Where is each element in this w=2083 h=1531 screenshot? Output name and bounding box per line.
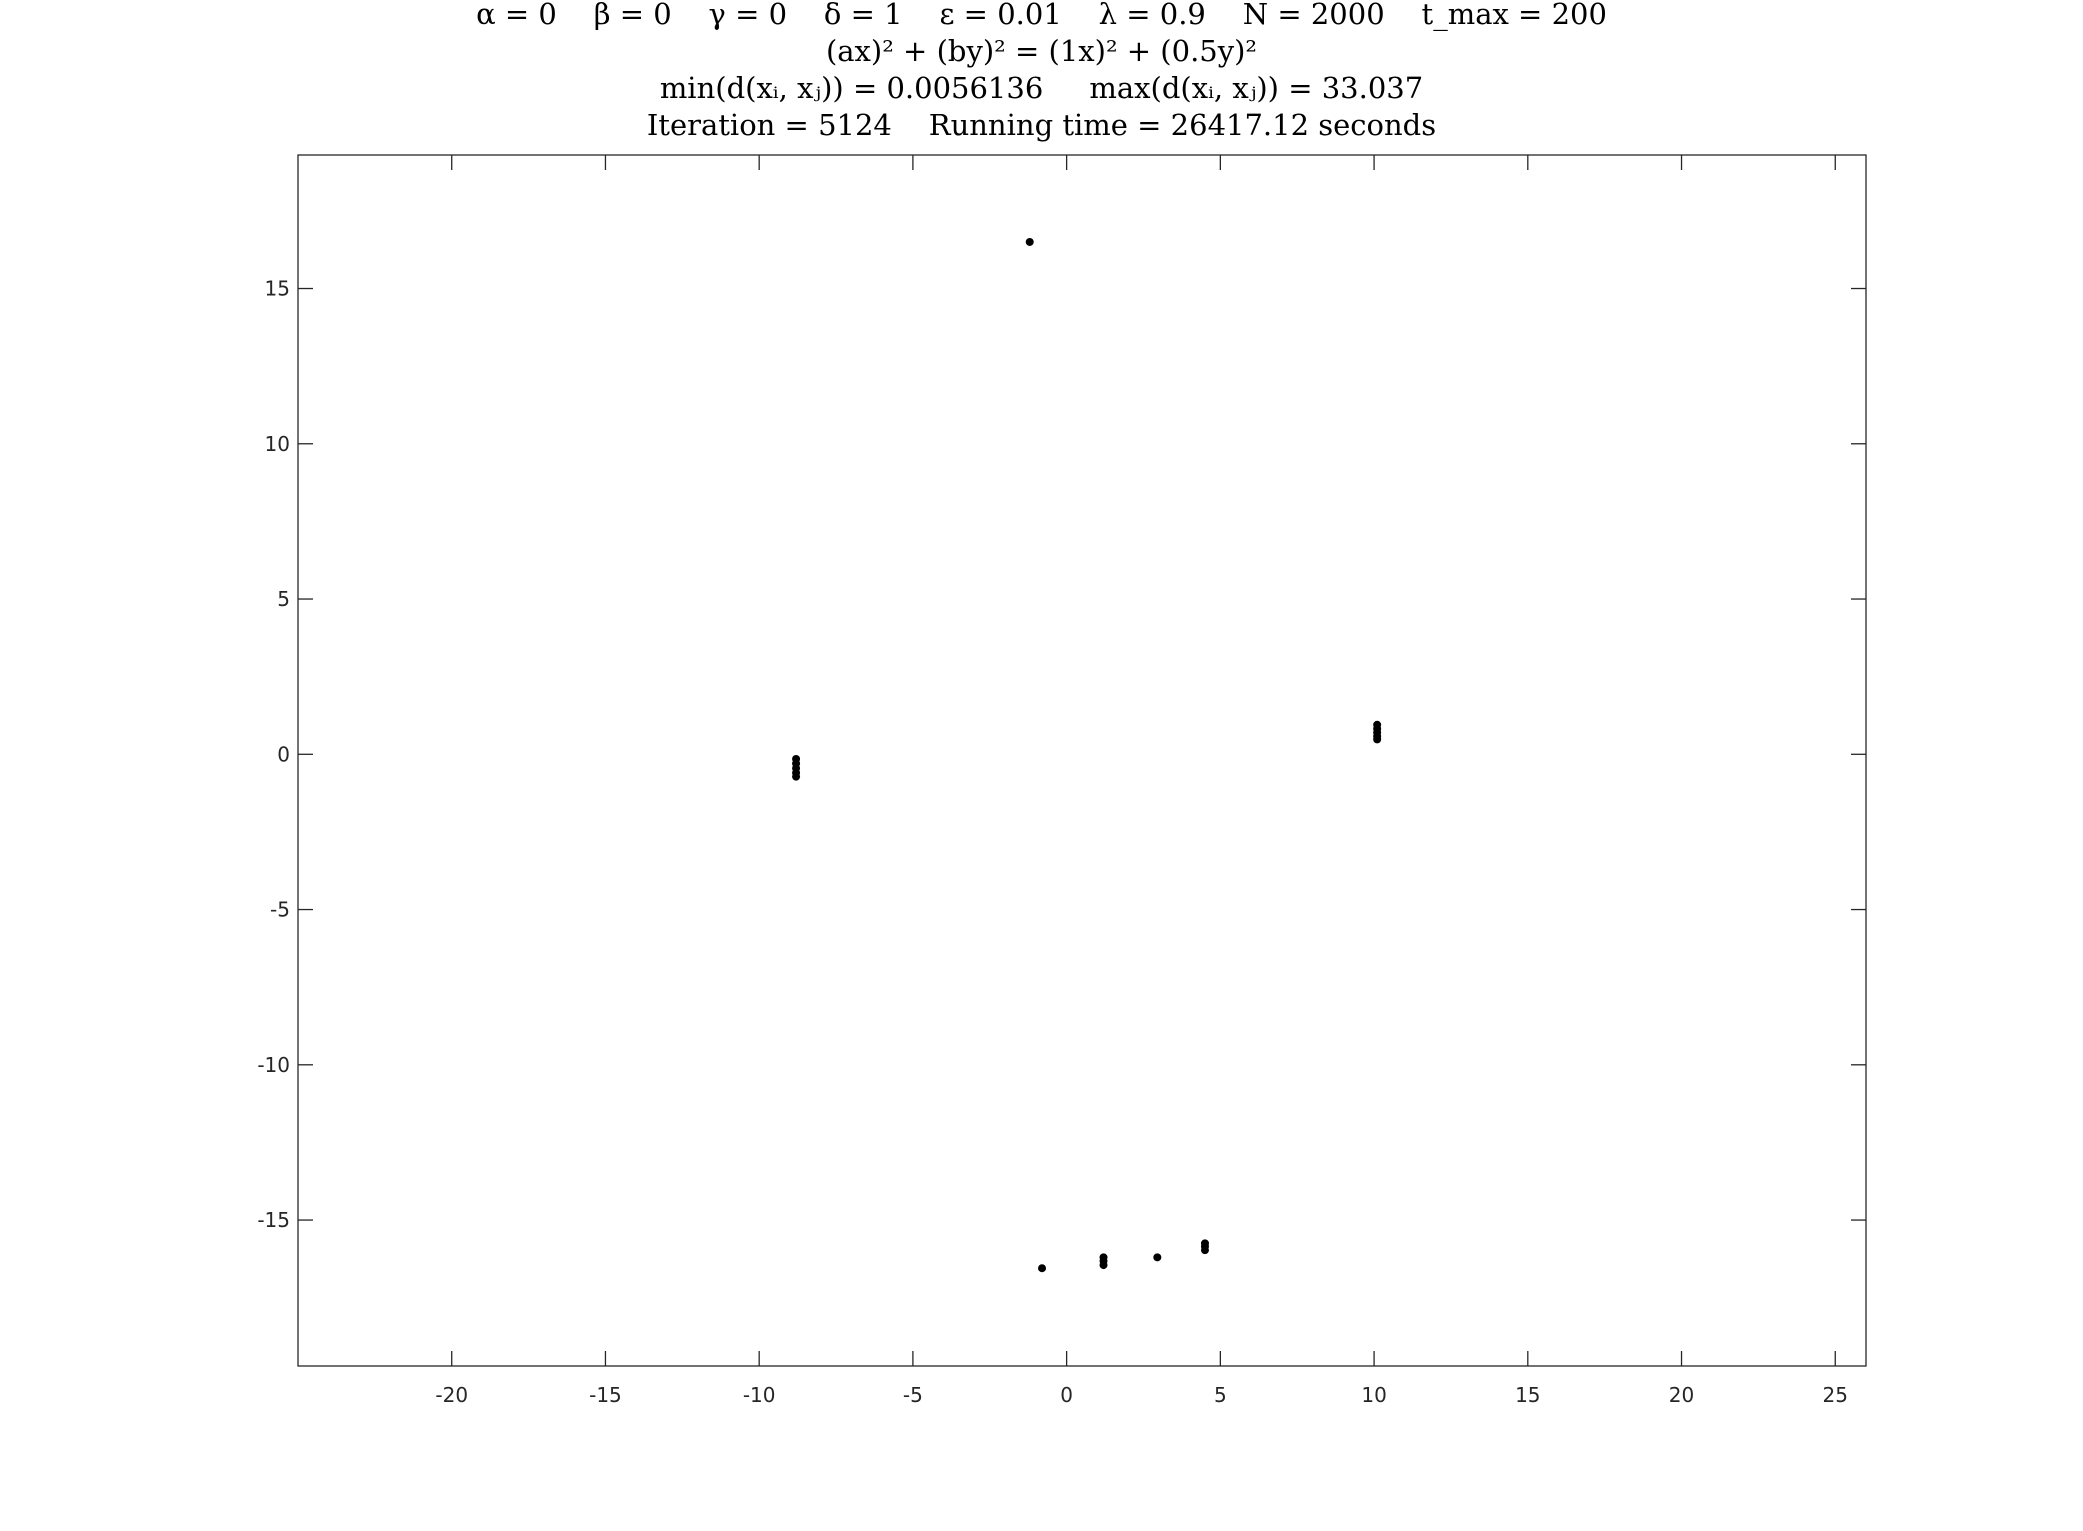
y-tick-labels: -15 -10 -5 0 5 10 15: [257, 277, 290, 1233]
x-tick-label: 5: [1214, 1383, 1227, 1407]
x-tick-label: -15: [589, 1383, 622, 1407]
y-tick-label: 15: [265, 277, 290, 301]
x-tick-label: 15: [1515, 1383, 1540, 1407]
x-tick-label: 0: [1060, 1383, 1073, 1407]
data-point: [1153, 1253, 1162, 1262]
data-points: [792, 237, 1382, 1273]
data-point: [792, 772, 801, 781]
title-line-distances: min(d(xᵢ, xⱼ)) = 0.0056136 max(d(xᵢ, xⱼ)…: [659, 71, 1424, 105]
data-point: [1099, 1261, 1108, 1270]
title-line-iteration: Iteration = 5124 Running time = 26417.12…: [646, 108, 1437, 142]
data-point: [1373, 735, 1382, 744]
data-point: [1200, 1246, 1209, 1255]
data-point: [1025, 237, 1034, 246]
y-tick-label: 5: [277, 587, 290, 611]
y-tick-label: 10: [265, 432, 290, 456]
x-tick-label: 20: [1669, 1383, 1694, 1407]
x-tick-labels: -20 -15 -10 -5 0 5 10 15 20 25: [435, 1383, 1848, 1407]
x-tick-label: 25: [1823, 1383, 1848, 1407]
axes-box: [297, 154, 1867, 1367]
title-line-parameters: α = 0 β = 0 γ = 0 δ = 1 ε = 0.01 λ = 0.9…: [476, 0, 1607, 31]
title-line-equation: (ax)² + (by)² = (1x)² + (0.5y)²: [825, 34, 1258, 68]
chart-title: α = 0 β = 0 γ = 0 δ = 1 ε = 0.01 λ = 0.9…: [0, 0, 2083, 144]
data-point: [1038, 1264, 1047, 1273]
x-tick-label: -10: [743, 1383, 776, 1407]
x-tick-label: 10: [1361, 1383, 1386, 1407]
x-tick-label: -5: [903, 1383, 923, 1407]
y-tick-label: -5: [270, 898, 290, 922]
y-tick-label: -15: [257, 1208, 290, 1232]
y-tick-label: -10: [257, 1053, 290, 1077]
x-tick-label: -20: [435, 1383, 468, 1407]
y-tick-label: 0: [277, 742, 290, 766]
axis-ticks: [298, 155, 1866, 1366]
